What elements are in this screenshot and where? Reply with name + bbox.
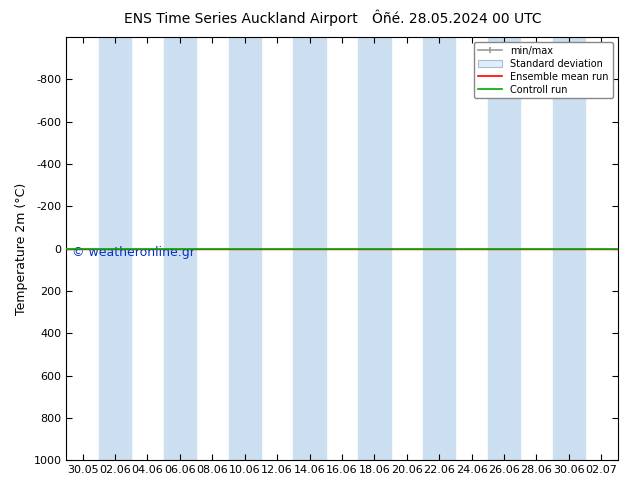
Y-axis label: Temperature 2m (°C): Temperature 2m (°C) (15, 182, 28, 315)
Bar (553, 37, 585, 460)
Bar (99, 37, 131, 460)
Text: ENS Time Series Auckland Airport: ENS Time Series Auckland Airport (124, 12, 358, 26)
Text: Ôñé. 28.05.2024 00 UTC: Ôñé. 28.05.2024 00 UTC (372, 12, 541, 26)
Bar (488, 37, 521, 460)
Bar (294, 37, 326, 460)
Bar (423, 37, 455, 460)
Bar (358, 37, 391, 460)
Text: © weatheronline.gr: © weatheronline.gr (72, 246, 195, 260)
Bar (164, 37, 196, 460)
Legend: min/max, Standard deviation, Ensemble mean run, Controll run: min/max, Standard deviation, Ensemble me… (474, 42, 612, 98)
Bar (228, 37, 261, 460)
